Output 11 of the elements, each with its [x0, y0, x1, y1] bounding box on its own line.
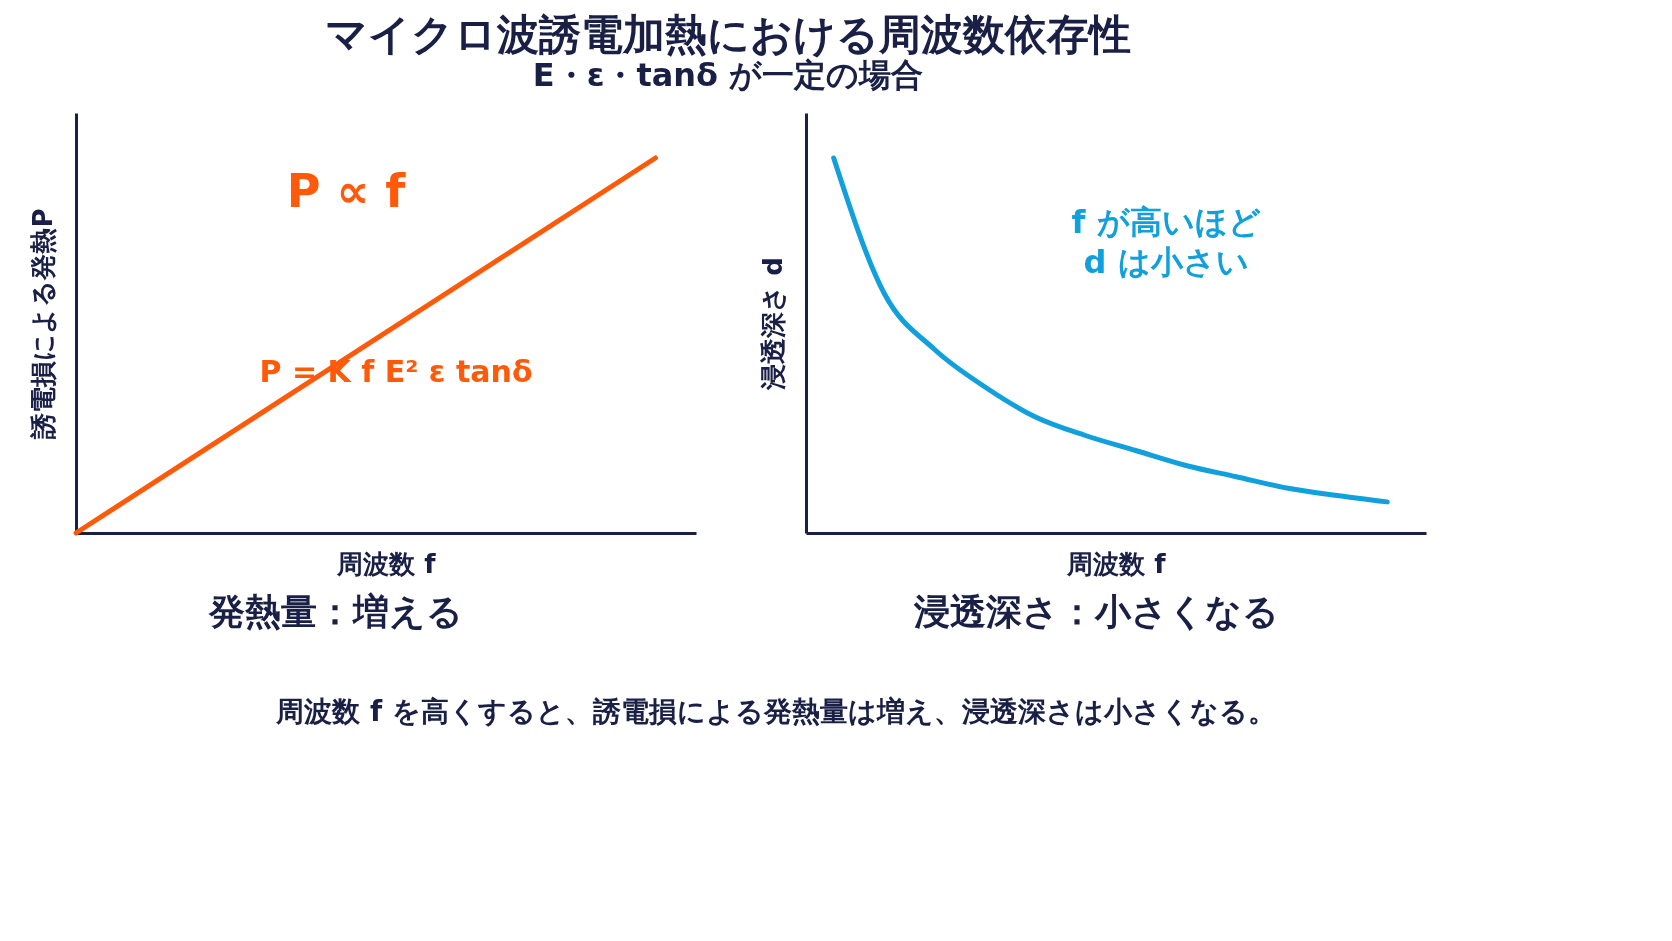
- annotation: d は小さい: [1083, 243, 1249, 281]
- y-axis-title: 誘電損による発熱P: [27, 208, 58, 440]
- annotation: f が高いほど: [1071, 203, 1261, 241]
- y-axis-title: 浸透深さ d: [757, 257, 788, 391]
- annotation: P ∝ f: [286, 164, 407, 218]
- x-axis-title: 周波数 f: [1066, 548, 1167, 579]
- x-axis-title: 周波数 f: [336, 548, 437, 579]
- text: 浸透深さ：小さくなる: [912, 591, 1279, 632]
- text: 周波数 f を高くすると、誘電損による発熱量は増え、浸透深さは小さくなる。: [275, 695, 1276, 728]
- chart-title: マイクロ波誘電加熱における周波数依存性: [325, 10, 1131, 59]
- text: 発熱量：増える: [208, 591, 463, 632]
